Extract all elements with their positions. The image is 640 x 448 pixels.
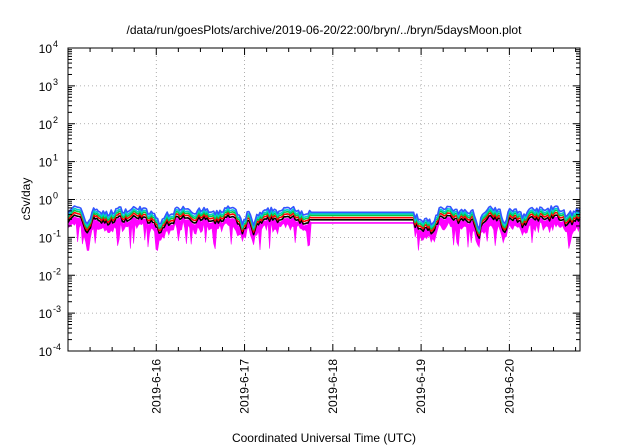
series-line (67, 205, 581, 230)
y-tick-exponent: -3 (53, 304, 61, 314)
x-axis: 2019-6-16 2019-6-17 2019-6-18 2019-6-19 2019… (89, 48, 577, 414)
y-tick-exponent: -4 (53, 342, 61, 352)
y-axis-label: cSv/day (19, 178, 33, 221)
series-group (67, 205, 581, 252)
series-line (67, 211, 581, 237)
y-tick-label: 10 (39, 345, 53, 359)
series-line (67, 209, 581, 235)
y-tick-label: 10 (39, 80, 53, 94)
x-tick-label: 2019-6-20 (502, 359, 516, 414)
y-tick-exponent: -1 (53, 228, 61, 238)
y-tick-exponent: 4 (53, 39, 58, 49)
x-axis-label: Coordinated Universal Time (UTC) (232, 431, 416, 445)
series-line (67, 216, 581, 242)
y-tick-label: 10 (39, 118, 53, 132)
series-line (67, 207, 581, 233)
y-tick-label: 10 (39, 231, 53, 245)
y-tick-exponent: 1 (53, 153, 58, 163)
x-tick-label: 2019-6-16 (149, 359, 163, 414)
y-tick-exponent: 2 (53, 115, 58, 125)
x-tick-label: 2019-6-17 (238, 359, 252, 414)
y-tick-exponent: 3 (53, 77, 58, 87)
chart-title: /data/run/goesPlots/archive/2019-06-20/2… (127, 23, 523, 37)
y-tick-exponent: -2 (53, 266, 61, 276)
y-tick-label: 10 (39, 307, 53, 321)
y-tick-label: 10 (39, 156, 53, 170)
x-tick-label: 2019-6-19 (414, 359, 428, 414)
y-tick-label: 10 (39, 194, 53, 208)
grid (68, 48, 580, 351)
y-tick-label: 10 (39, 269, 53, 283)
x-tick-label: 2019-6-18 (326, 359, 340, 414)
y-tick-label: 10 (39, 42, 53, 56)
series-line (67, 214, 581, 239)
y-tick-exponent: 0 (53, 191, 58, 201)
